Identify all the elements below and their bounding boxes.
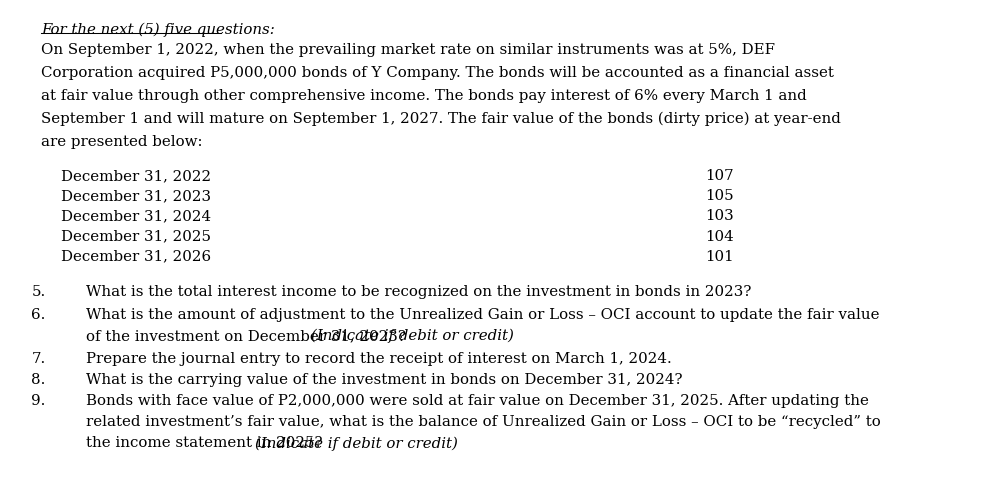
Text: Corporation acquired P5,000,000 bonds of Y Company. The bonds will be accounted : Corporation acquired P5,000,000 bonds of… — [41, 66, 834, 80]
Text: September 1 and will mature on September 1, 2027. The fair value of the bonds (d: September 1 and will mature on September… — [41, 112, 842, 126]
Text: 104: 104 — [705, 229, 734, 243]
Text: What is the carrying value of the investment in bonds on December 31, 2024?: What is the carrying value of the invest… — [86, 373, 682, 387]
Text: What is the amount of adjustment to the Unrealized Gain or Loss – OCI account to: What is the amount of adjustment to the … — [86, 308, 880, 322]
Text: 101: 101 — [705, 249, 734, 264]
Text: What is the total interest income to be recognized on the investment in bonds in: What is the total interest income to be … — [86, 285, 752, 299]
Text: 5.: 5. — [31, 285, 46, 299]
Text: On September 1, 2022, when the prevailing market rate on similar instruments was: On September 1, 2022, when the prevailin… — [41, 43, 775, 57]
Text: at fair value through other comprehensive income. The bonds pay interest of 6% e: at fair value through other comprehensiv… — [41, 89, 807, 103]
Text: For the next (5) five questions:: For the next (5) five questions: — [41, 23, 275, 37]
Text: related investment’s fair value, what is the balance of Unrealized Gain or Loss : related investment’s fair value, what is… — [86, 415, 881, 429]
Text: December 31, 2024: December 31, 2024 — [61, 209, 211, 223]
Text: December 31, 2025: December 31, 2025 — [61, 229, 211, 243]
Text: 103: 103 — [705, 209, 734, 223]
Text: of the investment on December 31, 2023?: of the investment on December 31, 2023? — [86, 329, 411, 343]
Text: 7.: 7. — [31, 352, 46, 366]
Text: 6.: 6. — [31, 308, 46, 322]
Text: December 31, 2022: December 31, 2022 — [61, 169, 211, 183]
Text: (Indicate if debit or credit): (Indicate if debit or credit) — [311, 329, 514, 343]
Text: Prepare the journal entry to record the receipt of interest on March 1, 2024.: Prepare the journal entry to record the … — [86, 352, 672, 366]
Text: (Indicate if debit or credit): (Indicate if debit or credit) — [255, 436, 458, 451]
Text: Bonds with face value of P2,000,000 were sold at fair value on December 31, 2025: Bonds with face value of P2,000,000 were… — [86, 394, 869, 408]
Text: 9.: 9. — [31, 394, 46, 408]
Text: the income statement in 2025?: the income statement in 2025? — [86, 436, 328, 450]
Text: December 31, 2023: December 31, 2023 — [61, 189, 211, 203]
Text: 107: 107 — [705, 169, 734, 183]
Text: December 31, 2026: December 31, 2026 — [61, 249, 211, 264]
Text: are presented below:: are presented below: — [41, 135, 202, 149]
Text: 105: 105 — [705, 189, 734, 203]
Text: 8.: 8. — [31, 373, 46, 387]
